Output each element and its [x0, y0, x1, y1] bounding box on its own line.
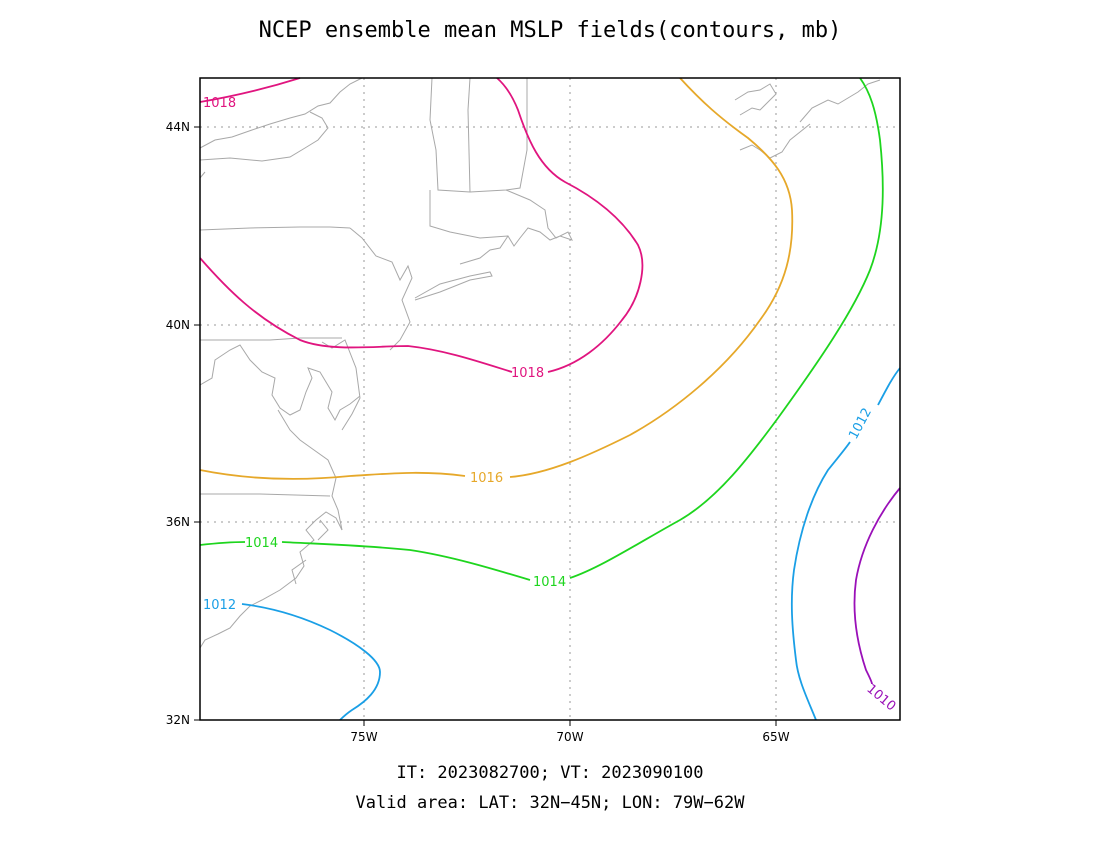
nc-outer-banks [199, 511, 343, 649]
contour-label-1014-south: 1014 [533, 575, 566, 590]
contour-1010-main [853, 487, 901, 685]
contour-1016-main [199, 77, 794, 480]
contour-label-1016: 1016 [470, 471, 503, 486]
contour-label-1018-nw: 1018 [203, 96, 236, 111]
contour-label-1012-east: 1012 [846, 406, 875, 442]
lon-label-65w: 65W [762, 730, 789, 744]
contour-1018-main [199, 77, 644, 373]
lat-label-40n: 40N [166, 318, 190, 332]
virginia-coast [200, 409, 343, 531]
contour-label-1018-south: 1018 [511, 366, 544, 381]
contour-1010-group [853, 487, 901, 685]
lat-label-36n: 36N [166, 515, 190, 529]
contour-1012-southwest [241, 603, 381, 721]
contour-1014-group [199, 77, 884, 581]
lon-label-75w: 75W [350, 730, 377, 744]
gridlines [200, 78, 900, 720]
nc-sounds [291, 519, 329, 585]
coastlines [199, 77, 881, 649]
footer-area-info: Valid area: LAT: 32N−45N; LON: 79W−62W [355, 793, 745, 813]
contour-1016-group [199, 77, 794, 480]
footer-time-info: IT: 2023082700; VT: 2023090100 [396, 763, 704, 783]
contour-1018-north [199, 77, 301, 103]
contour-1012-east [790, 367, 901, 721]
lon-label-70w: 70W [556, 730, 583, 744]
pa-nj-boundary [349, 227, 413, 351]
lake-ontario-shore [199, 111, 329, 162]
lake-erie-shore [199, 171, 351, 231]
contour-label-1014-west: 1014 [245, 536, 278, 551]
contour-1018-group [199, 77, 644, 373]
new-england-coast [459, 77, 573, 265]
long-island [414, 271, 493, 301]
contour-label-1012-west: 1012 [203, 598, 236, 613]
maritimes-coast [739, 79, 881, 159]
contour-1012-group [241, 367, 901, 721]
canada-border-west [199, 77, 363, 149]
lat-label-44n: 44N [166, 120, 190, 134]
lat-label-32n: 32N [166, 713, 190, 727]
nova-scotia [734, 83, 777, 116]
tick-marks [194, 126, 777, 726]
contour-1014-main [199, 77, 884, 581]
map-frame [199, 77, 901, 721]
contour-label-1010: 1010 [863, 682, 898, 715]
ny-vt-border [429, 77, 528, 193]
map-title: NCEP ensemble mean MSLP fields(contours,… [258, 18, 842, 43]
ny-pa-border [429, 190, 509, 239]
chesapeake-region [199, 337, 361, 431]
